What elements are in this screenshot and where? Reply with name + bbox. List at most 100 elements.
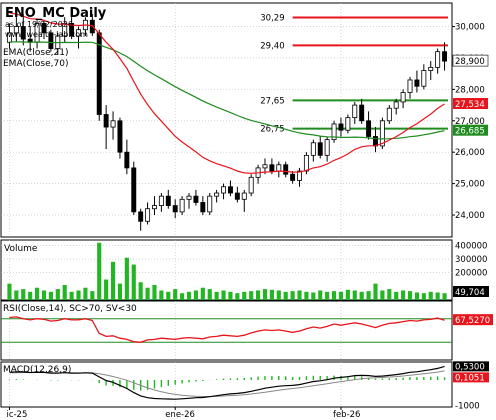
chart-title: ENO_MC Daily	[5, 6, 107, 21]
volume-bar	[21, 289, 26, 300]
candle-body	[6, 32, 12, 43]
volume-bar	[394, 291, 399, 300]
macd-panel-title: MACD(12,26,9)	[3, 365, 71, 375]
rsi-panel-title: RSI(Close,14), SC>70, SV<30	[3, 304, 137, 314]
volume-bar	[228, 291, 233, 300]
volume-bar	[401, 290, 406, 300]
candle-body	[297, 170, 302, 181]
volume-bar	[428, 291, 433, 300]
volume-bar	[159, 290, 164, 300]
volume-bar	[55, 289, 60, 300]
candle-body	[359, 104, 365, 122]
macd-panel-frame	[0, 361, 453, 408]
volume-bar	[124, 257, 129, 300]
candle-body	[221, 186, 227, 194]
volume-bar	[69, 291, 74, 300]
level-label: 26,75	[260, 125, 284, 135]
candle-body	[13, 26, 19, 34]
candle-body	[386, 107, 392, 122]
candle-body	[269, 164, 275, 172]
candle-body	[172, 205, 178, 213]
volume-bar	[207, 289, 212, 300]
volume-bar	[290, 291, 295, 300]
candle-body	[138, 211, 144, 222]
candle-body	[393, 101, 399, 109]
volume-bar	[242, 291, 247, 300]
volume-last-value: 49,704	[455, 288, 485, 298]
volume-bar	[110, 261, 116, 300]
volume-bar	[318, 290, 323, 300]
rsi-tag-box	[453, 314, 493, 326]
candle-body	[165, 195, 171, 206]
ema21-line	[9, 12, 445, 174]
volume-bar	[117, 283, 123, 300]
rsi-last-value: 67,5270	[455, 316, 490, 326]
candle-body	[442, 51, 448, 62]
level-label: 30,29	[260, 13, 284, 23]
candle-body	[290, 173, 296, 181]
price-tick-label: 26,000	[455, 148, 485, 158]
candle-body	[193, 195, 199, 203]
macd-signal-tag-box	[453, 372, 489, 383]
volume-bar	[276, 290, 281, 300]
volume-bar	[373, 283, 378, 300]
candle-body	[414, 79, 420, 87]
volume-bar	[28, 291, 33, 300]
candle-body	[69, 23, 75, 37]
volume-bar	[180, 293, 185, 300]
candle-body	[421, 70, 427, 87]
volume-bar	[262, 289, 268, 300]
volume-bar	[304, 291, 309, 300]
candle-body	[152, 205, 157, 210]
value-tag-ema21: 27,534	[455, 100, 485, 110]
volume-bar	[7, 283, 12, 300]
candle-body	[234, 192, 240, 200]
volume-tick-label: 200000	[455, 269, 487, 279]
candle-body	[241, 192, 247, 200]
volume-bar	[221, 290, 226, 300]
volume-bar	[442, 293, 447, 300]
candle-body	[428, 66, 434, 71]
candle-body	[338, 123, 344, 131]
volume-bar	[311, 292, 316, 300]
candle-body	[103, 114, 109, 128]
volume-bar	[249, 291, 254, 300]
volume-bar	[97, 242, 102, 300]
level-label: 29,40	[260, 41, 284, 51]
level-label: 27,65	[260, 96, 284, 106]
macd-signal-last-value: 0,1051	[455, 373, 485, 383]
volume-bar	[338, 291, 344, 300]
chart-site: www.wealth-lab.com	[5, 30, 88, 39]
candle-body	[379, 120, 385, 147]
rsi-panel-frame	[0, 300, 453, 361]
candle-body	[317, 142, 323, 156]
candle-body	[407, 79, 413, 93]
candle-body	[276, 164, 282, 172]
volume-bar	[366, 291, 371, 300]
candle-body	[435, 51, 441, 68]
price-tick-label: 24,000	[455, 211, 485, 221]
price-tick-label: 28,000	[455, 85, 485, 95]
volume-bar	[41, 290, 47, 300]
volume-bar	[186, 291, 192, 300]
candle-body	[331, 123, 337, 141]
volume-bar	[269, 289, 274, 300]
volume-bar	[235, 293, 240, 300]
volume-bar	[14, 290, 19, 300]
volume-bar	[145, 287, 150, 300]
candle-body	[41, 23, 47, 34]
volume-bar	[387, 289, 392, 300]
volume-bar	[138, 282, 143, 300]
candle-body	[248, 176, 254, 194]
value-tag-ema70: 26,685	[455, 127, 485, 137]
candle-body	[352, 104, 358, 119]
candle-body	[20, 26, 26, 40]
volume-bar	[325, 291, 330, 300]
volume-bar	[283, 291, 288, 300]
volume-bar	[173, 289, 178, 300]
price-tick-label: 25,000	[455, 180, 485, 190]
volume-bar	[35, 287, 40, 300]
candle-body	[324, 139, 330, 156]
x-tick-label: feb-26	[333, 410, 361, 420]
volume-tag-box	[453, 286, 489, 297]
